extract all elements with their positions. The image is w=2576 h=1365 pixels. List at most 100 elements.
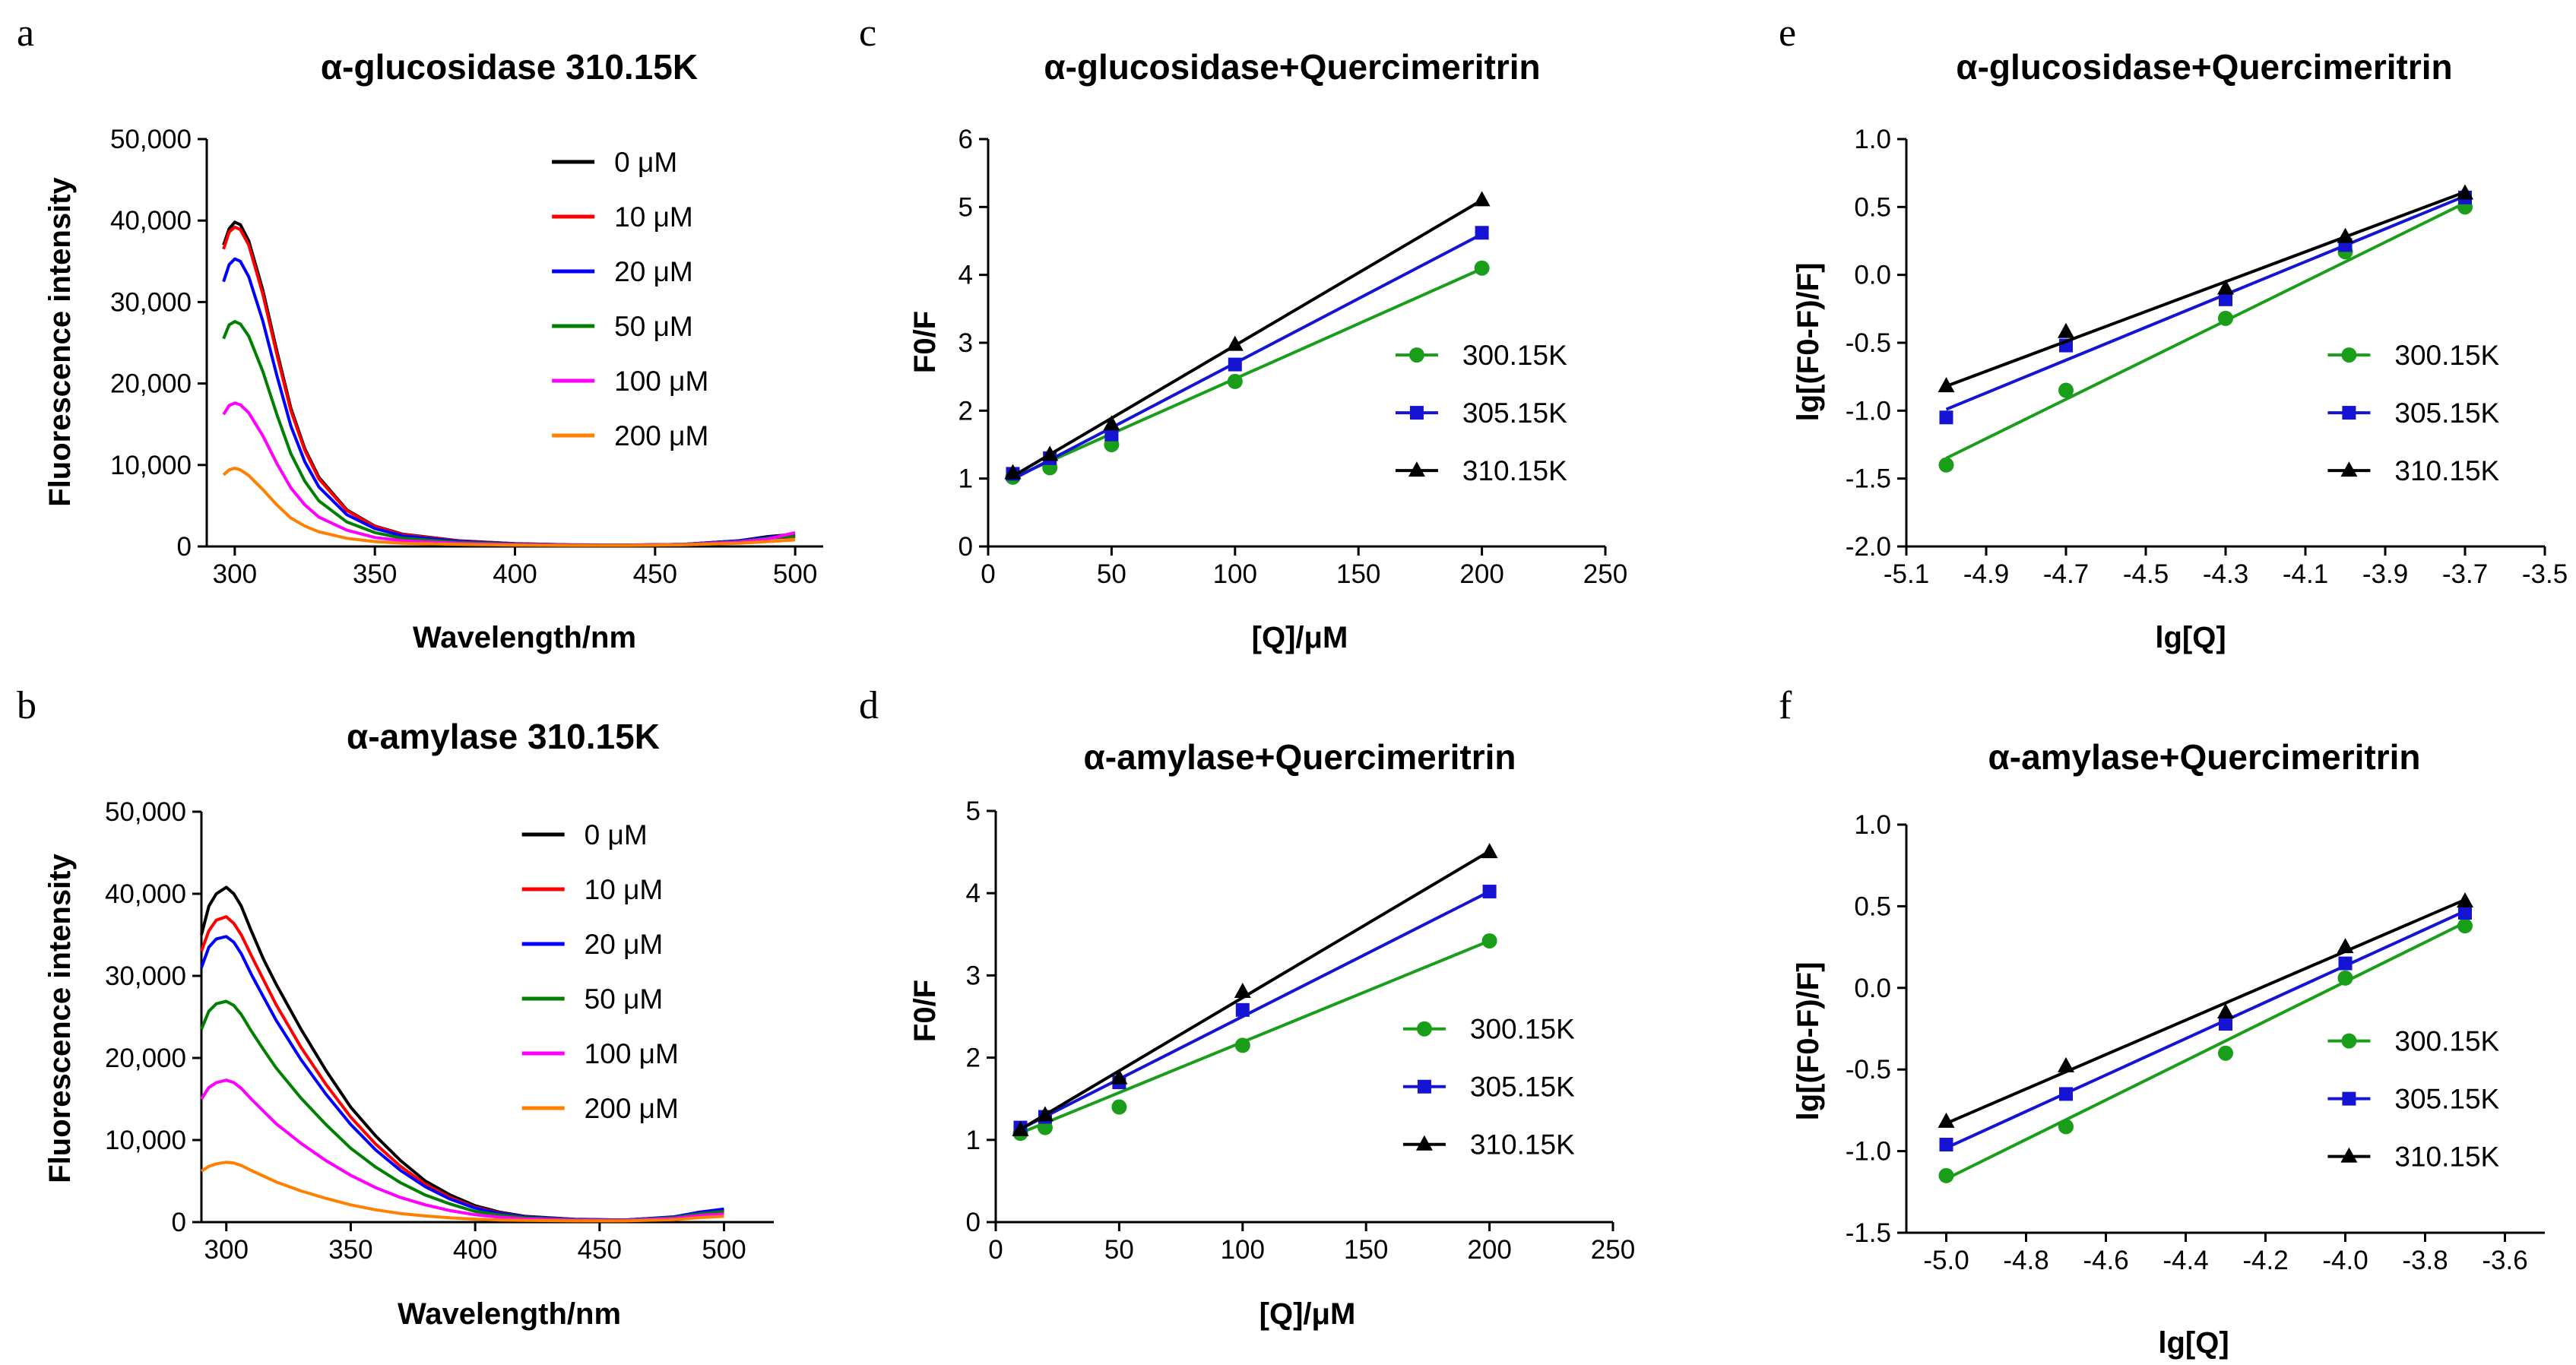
panel-c-legend-marker-310-15k (1408, 461, 1425, 477)
panel-d-point-310-15k (1111, 1069, 1128, 1085)
panel-b-ytick-label: 20,000 (105, 1044, 186, 1073)
panel-f-point-300-15k (2218, 1045, 2233, 1061)
panel-c-legend-marker-300-15k (1408, 347, 1424, 363)
panel-c-legend-marker-305-15k (1409, 406, 1424, 420)
panel-e-point-305-15k (2219, 292, 2232, 306)
panel-f-title: α-amylase+Quercimeritrin (1988, 737, 2420, 777)
panel-a: a α-glucosidase 310.15K Wavelength/nm Fl… (17, 11, 823, 654)
panel-a-legend-label-200-um: 200 μM (614, 420, 708, 451)
panel-e-xtick-label: -3.9 (2362, 559, 2408, 589)
panel-c-point-310-15k (1226, 335, 1244, 351)
panel-d-point-310-15k (1012, 1120, 1029, 1136)
panel-e-ytick-label: -1.5 (1846, 464, 1891, 494)
panel-f-point-310-15k (2337, 938, 2354, 954)
panel-f-fit-line-300-15k (1945, 921, 2466, 1180)
panel-f-xtick-label: -4.0 (2322, 1246, 2368, 1275)
panel-e-point-310-15k (2058, 322, 2074, 338)
panel-c-point-310-15k (1473, 191, 1491, 207)
panel-f-point-305-15k (1939, 1138, 1953, 1152)
panel-f-point-300-15k (2058, 1119, 2074, 1135)
panel-c-fit-line-300-15k (1012, 267, 1483, 480)
panel-d-legend-marker-300-15k (1416, 1021, 1432, 1037)
panel-a-ytick-label: 20,000 (110, 369, 192, 399)
panel-b-ytick-label: 30,000 (105, 961, 186, 991)
panel-d-title: α-amylase+Quercimeritrin (1083, 737, 1516, 777)
panel-d-point-300-15k (1234, 1037, 1250, 1053)
panel-b-series-line-200-um (200, 1161, 724, 1223)
panel-f-ylabel: lg[(F0-F)/F] (1792, 962, 1825, 1121)
panel-d-point-310-15k (1036, 1106, 1054, 1122)
panel-c-point-310-15k (1041, 445, 1059, 461)
panel-e-legend-marker-305-15k (2342, 406, 2356, 420)
panel-e-ytick-label: 0.5 (1854, 192, 1891, 222)
panel-f-point-305-15k (2338, 956, 2353, 971)
panel-c-xtick-label: 150 (1336, 559, 1380, 589)
panel-f-legend-label-305-15k: 305.15K (2394, 1084, 2499, 1115)
panel-a-ytick-label: 10,000 (110, 451, 192, 480)
panel-e-xtick-label: -5.1 (1884, 559, 1929, 589)
panel-e-point-300-15k (2218, 310, 2233, 326)
panel-d-legend-label-305-15k: 305.15K (1470, 1072, 1575, 1103)
panel-e-plot: -5.1 -4.9 -4.7 -4.5 -4.3 -4.1 -3.9 -3.7 -3.5 -2.0… (1846, 125, 2568, 589)
panel-c-ytick-label: 6 (958, 125, 973, 154)
panel-d-xtick-label: 50 (1104, 1235, 1134, 1265)
panel-b-xtick-label: 350 (328, 1235, 372, 1265)
panel-f-legend-marker-300-15k (2341, 1033, 2357, 1049)
panel-c-xtick-label: 100 (1213, 559, 1257, 589)
panel-a-series-line-200-um (222, 467, 796, 547)
panel-b-xtick-label: 300 (204, 1235, 249, 1265)
panel-d-point-310-15k (1234, 983, 1251, 999)
panel-f-legend-label-300-15k: 300.15K (2394, 1026, 2499, 1057)
panel-f-point-305-15k (2458, 905, 2472, 920)
panel-b-legend-label-50-um: 50 μM (585, 983, 664, 1015)
panel-b-plot: 300 350 400 450 500 0 10,000 20,000 30,000 40,000… (105, 797, 774, 1265)
panel-c-plot: 0 50 100 150 200 250 0 1 2 3 4 5 6 300.15K 305.15K 310.… (958, 125, 1628, 589)
panel-e-point-310-15k (2457, 184, 2473, 200)
panel-e-fit-line-310-15k (1945, 190, 2466, 388)
panel-d-point-300-15k (1481, 933, 1497, 949)
panel-f-ytick-label: -1.5 (1846, 1218, 1891, 1248)
panel-d-point-305-15k (1235, 1002, 1250, 1017)
panel-f-point-310-15k (1938, 1112, 1955, 1128)
panel-d-ytick-label: 0 (966, 1208, 981, 1237)
panel-f-ytick-label: 1.0 (1854, 810, 1891, 840)
panel-e-fit-line-300-15k (1945, 201, 2466, 460)
panel-b-xtick-label: 400 (453, 1235, 497, 1265)
panel-d-ytick-label: 2 (966, 1044, 981, 1073)
panel-f-point-305-15k (2219, 1017, 2232, 1031)
panel-f-xlabel: lg[Q] (2158, 1326, 2229, 1360)
panel-d-letter: d (859, 684, 879, 727)
panel-f-legend-marker-310-15k (2340, 1147, 2358, 1163)
panel-c-xtick-label: 250 (1583, 559, 1627, 589)
panel-d-plot: 0 50 100 150 200 250 0 1 2 3 4 5 300.15K 305.15K 310.1… (966, 797, 1636, 1265)
panel-a-xtick-label: 350 (353, 559, 397, 589)
panel-d-legend-marker-305-15k (1417, 1079, 1431, 1094)
panel-c-legend-label-300-15k: 300.15K (1462, 340, 1567, 371)
panel-d-fit-line-310-15k (1019, 850, 1491, 1131)
panel-c-point-305-15k (1104, 427, 1119, 442)
panel-d-ytick-label: 3 (966, 961, 981, 990)
panel-d-ylabel: F0/F (908, 980, 942, 1042)
panel-d-ytick-label: 1 (966, 1126, 981, 1155)
panel-e-xtick-label: -4.5 (2123, 559, 2169, 589)
panel-e-xtick-label: -4.9 (1963, 559, 2009, 589)
panel-c-point-305-15k (1475, 226, 1489, 240)
panel-a-legend-label-0-um: 0 μM (614, 147, 677, 178)
panel-c-legend-label-310-15k: 310.15K (1462, 455, 1567, 486)
panel-a-legend-label-10-um: 10 μM (614, 201, 693, 233)
panel-d-xlabel: [Q]/μM (1259, 1297, 1356, 1331)
panel-b-legend-label-100-um: 100 μM (585, 1038, 679, 1069)
panel-c-legend-label-305-15k: 305.15K (1462, 397, 1567, 429)
panel-e-ytick-label: -0.5 (1846, 328, 1891, 358)
panel-a-xtick-label: 300 (213, 559, 257, 589)
panel-c-fit-line-305-15k (1012, 233, 1483, 481)
panel-b-xtick-label: 450 (578, 1235, 622, 1265)
panel-b-letter: b (17, 684, 36, 727)
panel-c-point-305-15k (1228, 357, 1242, 372)
panel-e-xtick-label: -4.3 (2203, 559, 2248, 589)
panel-b-title: α-amylase 310.15K (347, 717, 660, 756)
panel-f-fit-line-305-15k (1945, 910, 2466, 1150)
panel-f-point-305-15k (2059, 1087, 2073, 1101)
panel-f-plot: -5.0 -4.8 -4.6 -4.4 -4.2 -4.0 -3.8 -3.6 -1.5 -1.0… (1846, 810, 2545, 1275)
